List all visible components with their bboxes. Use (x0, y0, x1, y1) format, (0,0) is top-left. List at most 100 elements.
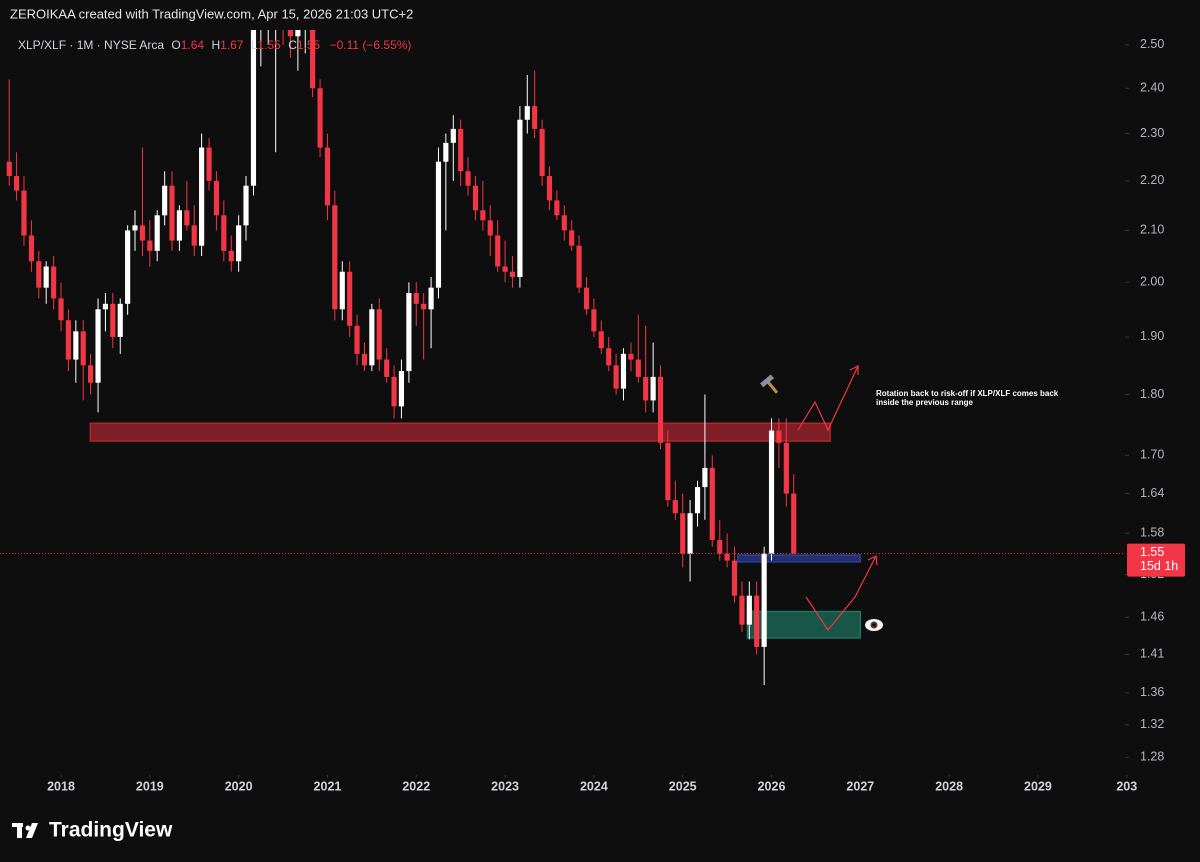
x-tick-label: 2022 (402, 779, 430, 793)
candle-body (657, 376, 664, 443)
symbol: XLP/XLF · 1M · NYSE Arca (18, 38, 164, 52)
y-tick-label: 1.36 (1140, 685, 1164, 699)
candle-body (554, 200, 560, 216)
candle-body (517, 119, 523, 278)
candle-body (717, 540, 723, 554)
high-value: 1.67 (220, 38, 244, 52)
candle-body (147, 240, 153, 251)
candle-body (65, 320, 71, 360)
candle-body (273, 0, 278, 3)
zone (89, 422, 831, 442)
candle-body (384, 359, 390, 377)
legend: XLP/XLF · 1M · NYSE Arca O1.64 H1.67 L1.… (18, 38, 411, 52)
x-tick-label: 2021 (314, 779, 342, 793)
candle-body (443, 142, 449, 162)
candle-body (324, 147, 331, 206)
candle-body (569, 230, 575, 246)
candle-body (421, 303, 427, 310)
candle-body (472, 185, 479, 211)
candles (6, 0, 797, 686)
candle-body (539, 128, 545, 177)
arrow (805, 555, 877, 632)
candle-body (221, 215, 227, 251)
candle-body (702, 467, 708, 488)
y-tick-label: 2.30 (1140, 126, 1164, 140)
candle-body (21, 190, 27, 236)
arrow (797, 365, 859, 432)
attribution: ZEROIKAA created with TradingView.com, A… (10, 6, 413, 21)
candle-body (43, 266, 49, 288)
candle-body (199, 147, 205, 246)
y-tick-label: 2.40 (1140, 81, 1164, 95)
candle-body (739, 595, 745, 625)
candle-body (487, 220, 493, 236)
candle-body (295, 30, 301, 37)
price-tag-label: 1.55 (1140, 545, 1164, 559)
close-value: 1.55 (297, 38, 321, 52)
y-tick-label: 1.80 (1140, 387, 1164, 401)
candle-body (783, 442, 789, 494)
candle-body (36, 261, 42, 288)
candle-body (162, 185, 168, 216)
candle-body (406, 293, 412, 372)
candle-body (687, 513, 693, 554)
candle-body (620, 353, 627, 389)
candle-body (776, 430, 782, 443)
candle-body (768, 430, 775, 554)
y-tick-label: 1.64 (1140, 486, 1164, 500)
candle-body (176, 210, 182, 241)
candle-body (110, 303, 116, 337)
candle-body (754, 595, 760, 647)
candle-body (524, 106, 530, 120)
x-tick-label: 203 (1116, 779, 1137, 793)
candle-body (650, 376, 656, 401)
x-tick-label: 2020 (225, 779, 253, 793)
candle-body (509, 271, 516, 278)
x-tick-label: 2027 (846, 779, 874, 793)
x-tick-label: 2025 (669, 779, 697, 793)
candle-body (465, 171, 471, 186)
candle-body (450, 128, 456, 143)
candle-body (376, 309, 382, 360)
x-tick-label: 2019 (136, 779, 164, 793)
candle-body (546, 176, 553, 201)
candle-body (643, 376, 649, 401)
open-value: 1.64 (181, 38, 205, 52)
candle-body (339, 271, 345, 310)
candle-body (236, 225, 242, 262)
candle-body (287, 30, 294, 37)
y-tick-label: 1.28 (1140, 750, 1164, 764)
candle-body (502, 266, 508, 272)
candle-body (228, 250, 234, 262)
candle-body (680, 513, 686, 554)
price-tag (1127, 543, 1185, 577)
arrow-head (867, 555, 878, 566)
candle-body (761, 553, 767, 647)
x-tick-label: 2018 (47, 779, 75, 793)
candle-body (139, 225, 146, 241)
y-tick-label: 1.58 (1140, 526, 1164, 540)
candle-body (184, 210, 190, 226)
y-tick-label: 2.20 (1140, 173, 1164, 187)
y-tick-label: 1.46 (1140, 610, 1164, 624)
candle-body (73, 331, 79, 360)
candle-body (132, 225, 138, 231)
hammer-icon (760, 374, 779, 394)
candle-body (28, 235, 35, 262)
projection-arrows (797, 365, 878, 632)
brand: TradingView (49, 819, 173, 842)
candle-body (480, 210, 486, 221)
zone (737, 554, 862, 563)
candle-body (635, 359, 641, 377)
y-tick-label: 1.41 (1140, 647, 1164, 661)
candle-body (347, 271, 353, 326)
zones (89, 422, 862, 639)
candle-body (213, 180, 220, 216)
y-tick-label: 1.70 (1140, 448, 1164, 462)
candle-body (51, 266, 57, 299)
low-value: 1.55 (258, 38, 282, 52)
candle-body (95, 309, 101, 383)
logo-icon (12, 823, 38, 838)
y-tick-label: 2.10 (1140, 223, 1164, 237)
